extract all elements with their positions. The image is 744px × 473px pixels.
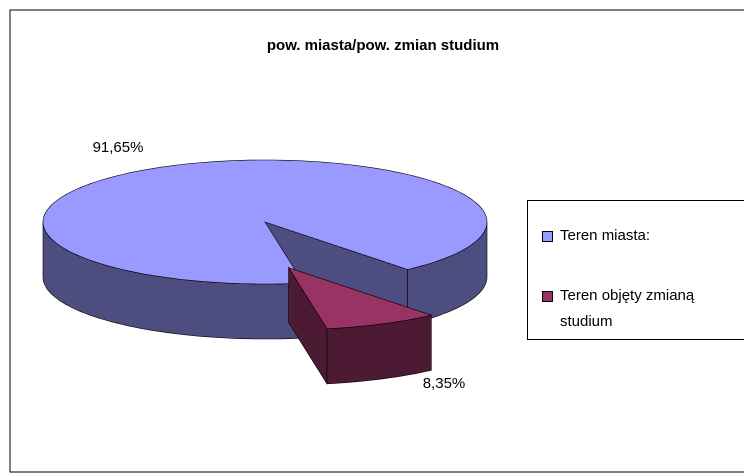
slice-top <box>42 159 488 285</box>
data-label: 91,65% <box>93 139 144 156</box>
legend-item: Teren miasta: <box>542 223 720 249</box>
slice <box>287 266 433 385</box>
legend: Teren miasta: Teren objęty zmianą studium <box>527 200 744 340</box>
pie <box>42 159 488 385</box>
legend-item: Teren objęty zmianą studium <box>542 283 720 335</box>
legend-label: Teren miasta: <box>560 227 651 244</box>
data-label: 8,35% <box>423 375 466 392</box>
legend-label: Teren objęty zmianą studium <box>560 287 695 330</box>
slice <box>42 159 488 340</box>
slice-top <box>287 267 433 330</box>
chart-title: pow. miasta/pow. zmian studium <box>267 37 499 54</box>
legend-swatch <box>542 231 553 242</box>
legend-swatch <box>542 291 553 302</box>
